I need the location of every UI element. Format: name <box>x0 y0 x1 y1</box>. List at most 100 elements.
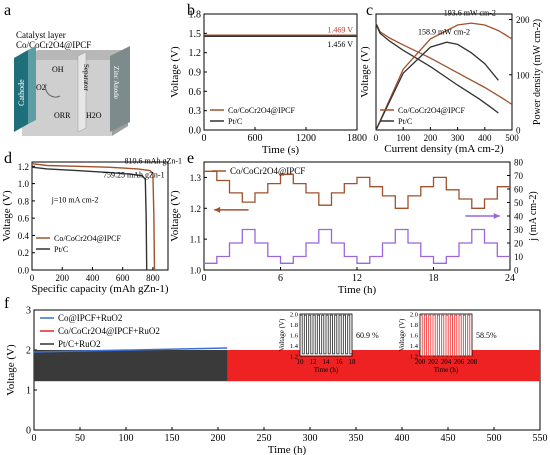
panel-c-legend-1-label: Pt/C <box>398 117 412 126</box>
panel-f-inset-ytick-label: 2.0 <box>290 312 298 319</box>
panel-f-inset-0-cycles <box>300 314 352 355</box>
schematic-top-face <box>22 50 128 60</box>
panel-f-inset-1-cycles <box>420 314 472 357</box>
panel-c-right-ytick-label: 200 <box>516 15 530 25</box>
panel-f-inset-xtick-label: 10 <box>297 358 305 366</box>
panel-d-xtick-label: 0 <box>30 273 35 283</box>
catalyst-layer <box>28 46 36 124</box>
panel-c-line-0 <box>375 23 513 106</box>
panel-f-ytick-label: 1 <box>26 386 31 397</box>
panel-d-annotation-0: 810.6 mAh gZn-1 <box>124 157 182 166</box>
panel-e-step-line-1 <box>204 228 510 264</box>
panel-c-line-3 <box>375 41 499 131</box>
panel-c-ylabel: Voltage (V) <box>359 46 371 98</box>
panel-d-line-0 <box>31 163 156 271</box>
panel-f-xtick-label: 100 <box>119 433 134 444</box>
panel-f-inset-xtick-label: 202 <box>428 358 439 366</box>
panel-f-legend-0-label: Co@IPCF+RuO2 <box>58 313 122 323</box>
panel-d-xtick-label: 200 <box>55 273 69 283</box>
panel-f-inset-ytick-label: 1.4 <box>290 343 299 350</box>
panel-f-xtick-label: 450 <box>441 433 456 444</box>
panel-f-xtick-label: 350 <box>349 433 364 444</box>
panel-f-xtick-label: 400 <box>395 433 410 444</box>
catalyst-layer-label: Catalyst layer <box>16 30 66 40</box>
schematic-front-face <box>22 60 112 136</box>
panel-e-left-arrowhead-icon <box>214 206 221 213</box>
panel-f-inset-xlabel: Time (h) <box>434 366 459 374</box>
separator-plate <box>77 51 87 133</box>
panel-e-ytick-label: 1.3 <box>190 173 202 183</box>
panel-c-right-ytick-label: 100 <box>516 70 530 80</box>
separator-label: Separator <box>82 64 90 91</box>
panel-b-legend-0-label: Co/CoCr2O4@IPCF <box>228 106 295 115</box>
panel-d-ytick-label: 0.4 <box>18 231 30 241</box>
panel-e-right-ytick-label: 70 <box>514 171 524 181</box>
panel-f-xtick-label: 0 <box>32 433 37 444</box>
panel-c-xtick-label: 500 <box>505 133 519 143</box>
panel-f-inset-ytick-label: 2.0 <box>410 312 418 319</box>
panel-f-inset-xtick-label: 18 <box>349 358 357 366</box>
panel-b-ytick-label: 0.0 <box>189 126 202 137</box>
panel-d-line-1 <box>31 166 148 271</box>
panel-c-xtick-label: 300 <box>451 133 465 143</box>
panel-e-xtick-label: 18 <box>429 273 439 284</box>
panel-e-right-ytick-label: 50 <box>514 198 524 208</box>
panel-f-inset-ylabel: Voltage (V) <box>398 318 406 351</box>
panel-e-right-ytick-label: 40 <box>514 212 524 222</box>
panel-e-legend-0-label: Co/CoCr2O4@IPCF <box>230 166 305 176</box>
cathode-plate <box>14 50 28 132</box>
panel-b-xlabel: Time (s) <box>262 144 300 156</box>
catalyst-label: Co/CoCr2O4@IPCF <box>16 40 91 50</box>
panel-b-ytick-label: 0.9 <box>189 68 202 79</box>
panel-f-xtick-label: 550 <box>533 433 548 444</box>
panel-c-xtick-label: 200 <box>424 133 438 143</box>
panel-c-xtick-label: 0 <box>374 133 379 143</box>
panel-f-inset-xtick-label: 12 <box>310 358 318 366</box>
panel-f-xlabel: Time (h) <box>268 444 307 455</box>
panel-b-ylabel: Voltage (V) <box>169 46 181 98</box>
panel-f-inset-xtick-label: 206 <box>454 358 465 366</box>
oxygen-label: O2 <box>36 83 46 92</box>
panel-d-ytick-label: 0.6 <box>18 214 30 224</box>
panel-c-line-2 <box>375 22 513 131</box>
panel-e-xtick-label: 0 <box>202 273 207 284</box>
panel-f-xtick-label: 150 <box>165 433 180 444</box>
panel-c-annotation-0: 193.6 mW cm-2 <box>444 9 496 18</box>
panel-c-xlabel: Current density (mA cm-2) <box>384 143 504 155</box>
panel-d-ytick-label: 0.0 <box>18 266 30 276</box>
panel-f-xtick-label: 50 <box>75 433 85 444</box>
panel-d-xtick-label: 800 <box>146 273 160 283</box>
panel-e-xlabel: Time (h) <box>338 284 377 296</box>
panel-d-xlabel: Specific capacity (mAh gZn-1) <box>31 283 168 295</box>
panel-label-f: f <box>4 295 10 312</box>
panel-e-xtick-label: 12 <box>352 273 362 284</box>
panel-b-ytick-label: 0.6 <box>189 87 202 98</box>
panel-f-inset-ylabel: Voltage (V) <box>278 318 286 351</box>
panel-e-ytick-label: 1.2 <box>190 204 201 214</box>
panel-f-inset-ytick-label: 1.2 <box>410 354 418 361</box>
cathode-label: Cathode <box>17 79 26 106</box>
panel-c-xtick-label: 400 <box>478 133 492 143</box>
panel-f-inset-ytick-label: 1.2 <box>290 354 298 361</box>
panel-b-xtick-label: 600 <box>248 133 263 144</box>
panel-f-inset-xtick-label: 204 <box>441 358 452 366</box>
panel-d-ytick-label: 1.0 <box>18 179 30 189</box>
panel-f-inset-ytick-label: 1.8 <box>290 322 298 329</box>
panel-e-y2label: j (mA cm-2) <box>528 191 539 241</box>
panel-e-xtick-label: 6 <box>278 273 283 284</box>
panel-c-y2label: Power density (mW cm-2) <box>532 19 543 125</box>
panel-e-ytick-label: 1.1 <box>190 235 201 245</box>
panel-d-xtick-label: 600 <box>116 273 130 283</box>
zinc-anode-plate <box>110 46 130 132</box>
panel-f-ytick-label: 0 <box>26 426 31 437</box>
panel-f-inset-ytick-label: 1.6 <box>290 333 299 340</box>
orr-arrow-icon <box>45 83 61 98</box>
panel-b-ytick-label: 0.3 <box>189 106 202 117</box>
panel-f-inset-xtick-label: 16 <box>336 358 344 366</box>
panel-f-inset-1-efficiency: 58.5% <box>476 331 497 340</box>
panel-f-line-co-ipcf <box>33 347 228 353</box>
panel-f-xtick-label: 300 <box>303 433 318 444</box>
panel-f-ylabel: Voltage (V) <box>5 344 17 396</box>
panel-e-ylabel: Voltage (V) <box>169 190 181 242</box>
